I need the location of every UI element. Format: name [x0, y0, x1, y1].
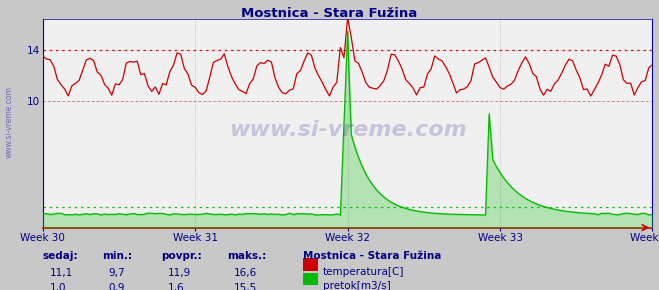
Text: www.si-vreme.com: www.si-vreme.com [229, 119, 467, 139]
Text: povpr.:: povpr.: [161, 251, 202, 261]
Text: 15,5: 15,5 [234, 283, 257, 290]
Text: temperatura[C]: temperatura[C] [323, 267, 405, 277]
Text: Mostnica - Stara Fužina: Mostnica - Stara Fužina [241, 7, 418, 20]
Text: Mostnica - Stara Fužina: Mostnica - Stara Fužina [303, 251, 442, 261]
Text: 0,9: 0,9 [109, 283, 125, 290]
Text: 1,0: 1,0 [49, 283, 66, 290]
Text: 9,7: 9,7 [109, 268, 125, 278]
Text: pretok[m3/s]: pretok[m3/s] [323, 281, 391, 290]
Text: 1,6: 1,6 [168, 283, 185, 290]
Text: 11,1: 11,1 [49, 268, 72, 278]
Text: 11,9: 11,9 [168, 268, 191, 278]
Text: 16,6: 16,6 [234, 268, 257, 278]
Text: min.:: min.: [102, 251, 132, 261]
Text: maks.:: maks.: [227, 251, 267, 261]
Text: sedaj:: sedaj: [43, 251, 78, 261]
Text: www.si-vreme.com: www.si-vreme.com [5, 86, 14, 158]
